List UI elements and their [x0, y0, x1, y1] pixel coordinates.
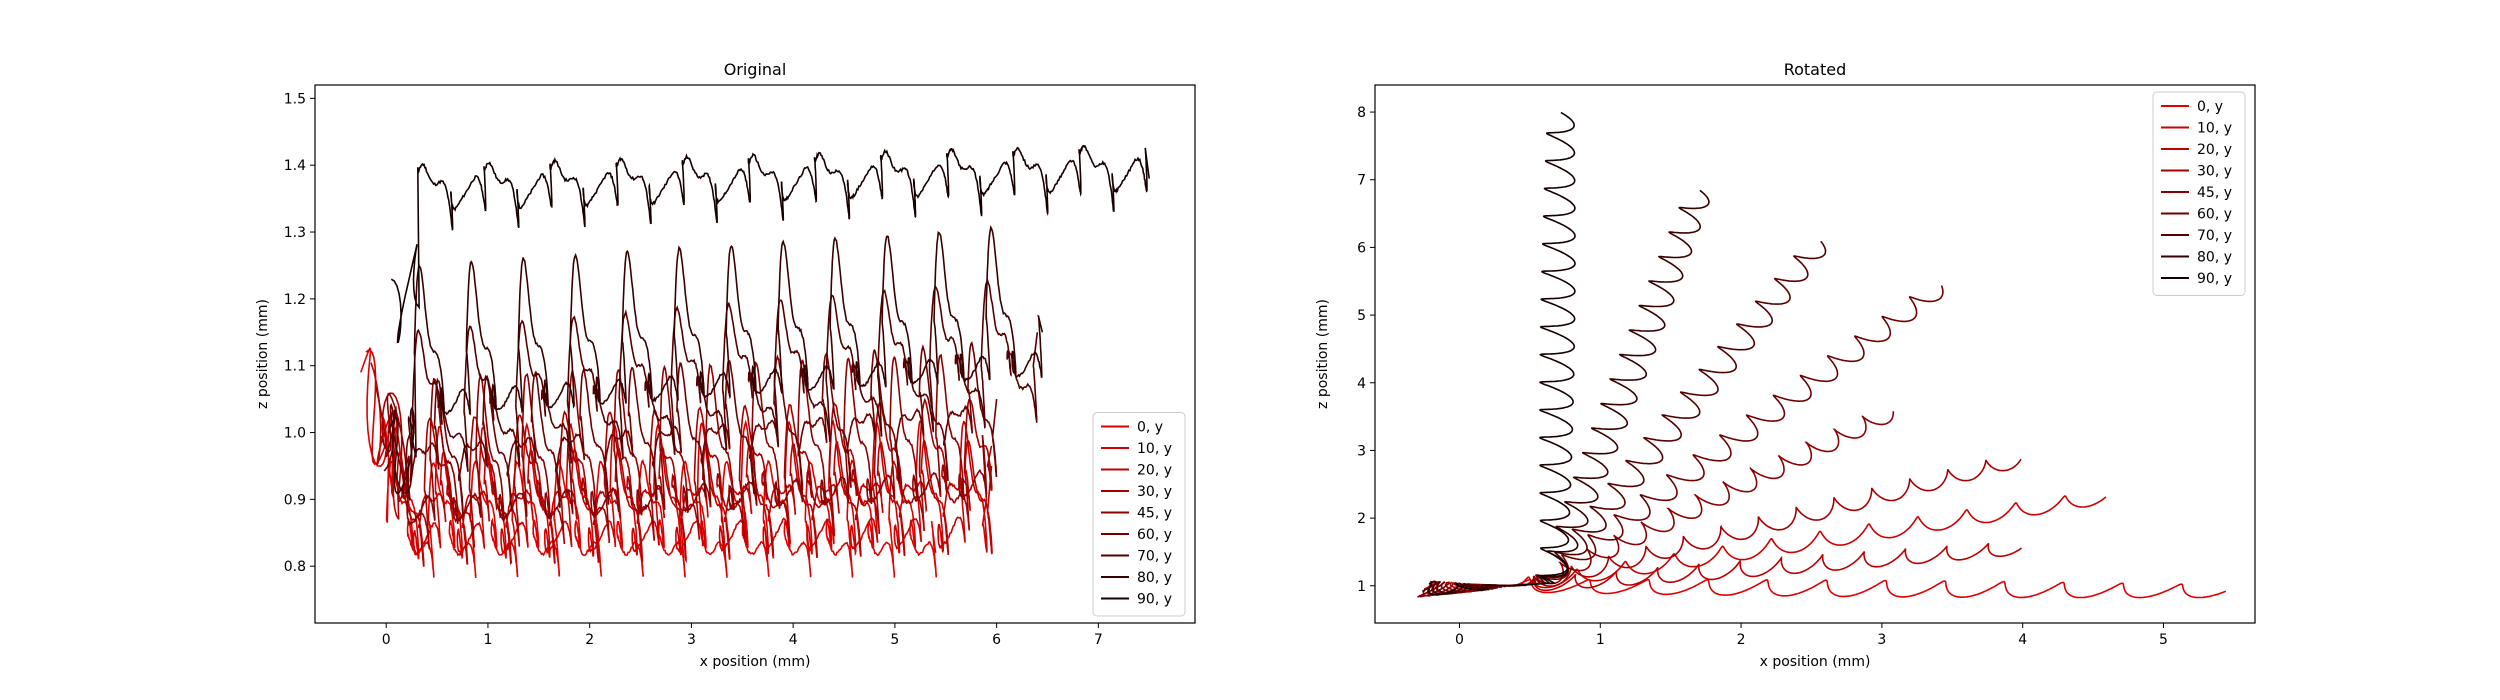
y-tick-label: 1.3	[284, 225, 306, 241]
legend-box	[2152, 91, 2246, 296]
x-tick-label: 4	[789, 632, 798, 648]
series-line	[1422, 458, 2022, 597]
axes-frame	[1374, 84, 2256, 624]
legend-label: 70, y	[1137, 549, 1172, 565]
axes-frame	[314, 84, 1196, 624]
legend-label: 20, y	[2197, 142, 2232, 158]
y-tick-label: 1.0	[284, 426, 306, 442]
series-line	[1423, 578, 2227, 599]
y-tick-label: 0.8	[284, 559, 306, 575]
x-tick-label: 0	[382, 632, 391, 648]
series-line	[387, 224, 1044, 495]
legend: 0, y 10, y 20, y 30, y 45, y 60, y 70, y 80, y 9…	[2152, 91, 2246, 296]
legend-label: 10, y	[1137, 441, 1172, 457]
legend-label: 0, y	[1137, 420, 1163, 436]
series-line	[1426, 543, 2023, 596]
legend-label: 60, y	[1137, 527, 1172, 543]
series-line	[375, 386, 993, 550]
chart-title: Rotated	[1784, 60, 1847, 79]
x-tick-label: 4	[2018, 632, 2027, 648]
y-tick-label: 4	[1357, 376, 1366, 392]
y-axis-label: z position (mm)	[255, 299, 271, 409]
y-tick-label: 8	[1357, 105, 1366, 121]
series-line	[1428, 189, 1710, 595]
y-tick-label: 5	[1357, 308, 1366, 324]
legend-label: 10, y	[2197, 121, 2232, 137]
legend-label: 30, y	[1137, 484, 1172, 500]
x-axis-label: x position (mm)	[1760, 654, 1871, 670]
series-line	[380, 353, 988, 526]
y-axis-label: z position (mm)	[1315, 299, 1331, 409]
legend-label: 60, y	[2197, 207, 2232, 223]
y-tick-label: 1	[1357, 579, 1366, 595]
series-line	[1418, 411, 1895, 598]
legend-label: 0, y	[2197, 99, 2223, 115]
y-tick-label: 0.9	[284, 492, 306, 508]
x-tick-label: 2	[585, 632, 594, 648]
legend-label: 45, y	[1137, 506, 1172, 522]
y-tick-label: 2	[1357, 511, 1366, 527]
series-line	[390, 144, 1150, 344]
x-tick-label: 2	[1737, 632, 1746, 648]
x-tick-label: 7	[1094, 632, 1103, 648]
y-tick-label: 1.5	[284, 91, 306, 107]
x-tick-label: 5	[2159, 632, 2168, 648]
x-tick-label: 6	[992, 632, 1001, 648]
y-tick-label: 1.2	[284, 292, 306, 308]
legend-label: 70, y	[2197, 228, 2232, 244]
x-tick-label: 5	[890, 632, 899, 648]
legend-label: 20, y	[1137, 463, 1172, 479]
x-tick-label: 3	[687, 632, 696, 648]
chart-title: Original	[724, 60, 787, 79]
x-tick-label: 1	[483, 632, 492, 648]
legend-label: 90, y	[2197, 271, 2232, 287]
legend-box	[1092, 412, 1186, 617]
legend-label: 45, y	[2197, 185, 2232, 201]
y-tick-label: 7	[1357, 173, 1366, 189]
y-tick-label: 1.4	[284, 158, 306, 174]
series-line	[1427, 111, 1576, 596]
y-tick-label: 3	[1357, 443, 1366, 459]
series-line	[383, 341, 998, 515]
x-tick-label: 1	[1596, 632, 1605, 648]
x-tick-label: 3	[1877, 632, 1886, 648]
series-line	[1421, 240, 1827, 595]
subplot-0: Original 0 1 2 3 4 5 6 7 0.8 0.9 1.0 1.1 1.2 1.3 1.4 1.5…	[255, 60, 1196, 670]
y-tick-label: 6	[1357, 240, 1366, 256]
legend-label: 80, y	[2197, 250, 2232, 266]
series-line	[385, 277, 1039, 495]
y-tick-label: 1.1	[284, 359, 306, 375]
legend-label: 80, y	[1137, 570, 1172, 586]
series-line	[365, 349, 988, 560]
legend: 0, y 10, y 20, y 30, y 45, y 60, y 70, y 80, y 9…	[1092, 412, 1186, 617]
series-line	[1417, 285, 1944, 598]
series-line	[1430, 495, 2107, 596]
x-tick-label: 0	[1455, 632, 1464, 648]
legend-label: 30, y	[2197, 164, 2232, 180]
x-axis-label: x position (mm)	[700, 654, 811, 670]
legend-label: 90, y	[1137, 592, 1172, 608]
subplot-1: Rotated 0 1 2 3 4 5 1 2 3 4 5 6 7 8 x position (mm) z po…	[1315, 60, 2256, 670]
